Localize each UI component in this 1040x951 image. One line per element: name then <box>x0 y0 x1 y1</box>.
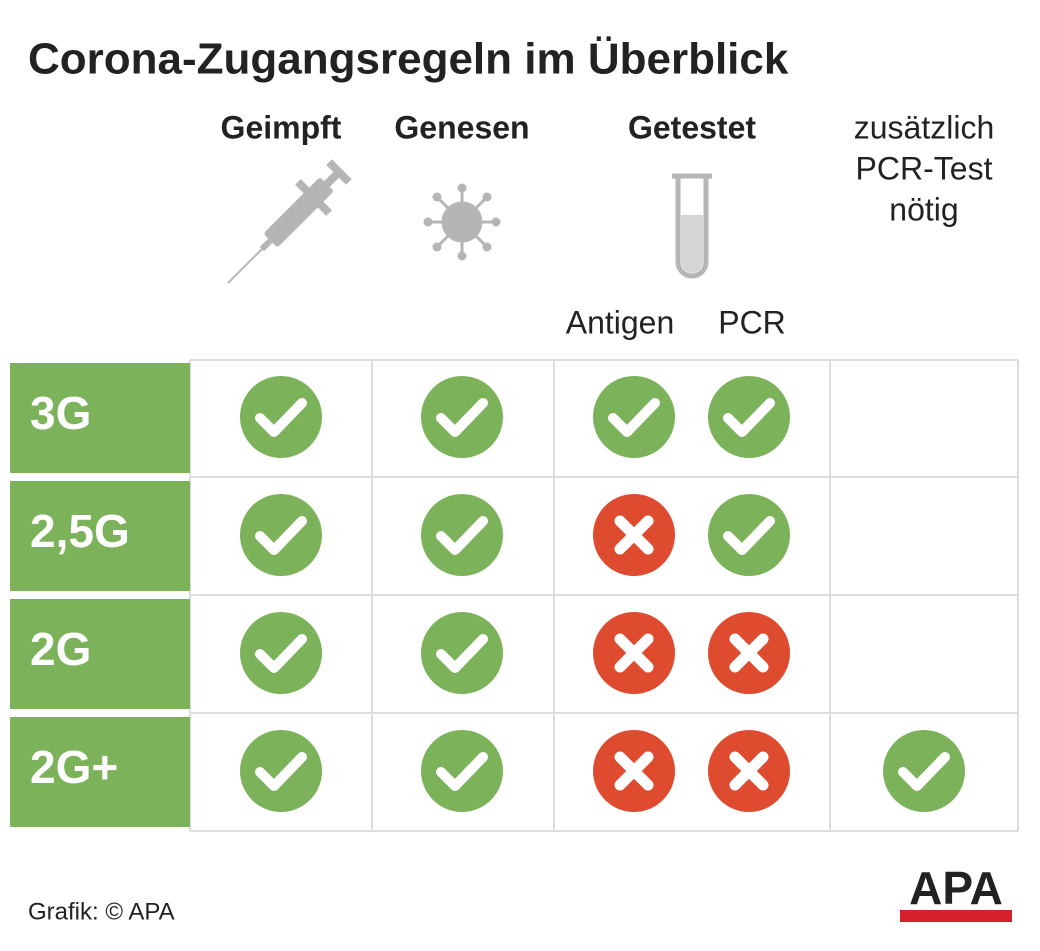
check <box>436 634 488 673</box>
check-icon <box>883 730 965 812</box>
cross <box>729 633 769 673</box>
check-icon <box>593 376 675 458</box>
cross <box>614 515 654 555</box>
check-icon <box>421 376 503 458</box>
check <box>255 634 307 673</box>
syringe-icon <box>227 159 352 284</box>
row-label: 2G <box>30 623 91 675</box>
tube-icon <box>672 173 712 279</box>
cross-icon <box>708 730 790 812</box>
virus-icon <box>423 183 501 261</box>
row-label: 3G <box>30 387 91 439</box>
cross-icon <box>708 612 790 694</box>
check-icon <box>240 612 322 694</box>
icon-circle <box>240 612 322 694</box>
check-icon <box>240 494 322 576</box>
sub-header: PCR <box>718 304 786 340</box>
check <box>723 398 775 437</box>
row-label-bg <box>10 363 190 473</box>
title: Corona-Zugangsregeln im Überblick <box>28 35 789 84</box>
sub-header: Antigen <box>566 304 675 340</box>
row-label: 2,5G <box>30 505 130 557</box>
cross-icon <box>593 494 675 576</box>
icon-circle <box>421 730 503 812</box>
check-icon <box>421 730 503 812</box>
icon-circle <box>421 612 503 694</box>
row-label: 2G+ <box>30 741 118 793</box>
icon-circle <box>240 730 322 812</box>
check-icon <box>240 730 322 812</box>
icon-circle <box>240 376 322 458</box>
icon-circle <box>708 494 790 576</box>
column-header: zusätzlich <box>854 109 995 145</box>
icon-circle <box>593 376 675 458</box>
icon-circle <box>421 494 503 576</box>
icon-circle <box>708 376 790 458</box>
check-icon <box>708 494 790 576</box>
row-label-bg <box>10 599 190 709</box>
cross-icon <box>593 730 675 812</box>
logo: APA <box>900 862 1012 922</box>
check <box>255 398 307 437</box>
check <box>436 398 488 437</box>
row-label-bg <box>10 717 190 827</box>
check <box>255 752 307 791</box>
cross <box>729 751 769 791</box>
column-header: Genesen <box>394 109 529 145</box>
check <box>436 516 488 555</box>
icon-circle <box>240 494 322 576</box>
icon-circle <box>421 376 503 458</box>
column-header: nötig <box>889 191 958 227</box>
column-header: Getestet <box>628 109 756 145</box>
check <box>898 752 950 791</box>
cross-icon <box>593 612 675 694</box>
logo-bar <box>900 910 1012 922</box>
check <box>608 398 660 437</box>
check-icon <box>708 376 790 458</box>
footer: Grafik: © APA <box>28 898 175 925</box>
icon-circle <box>883 730 965 812</box>
cross <box>614 633 654 673</box>
check <box>436 752 488 791</box>
check-icon <box>240 376 322 458</box>
logo-text: APA <box>909 862 1003 914</box>
row-label-bg <box>10 481 190 591</box>
check-icon <box>421 612 503 694</box>
column-header: Geimpft <box>221 109 342 145</box>
cross <box>614 751 654 791</box>
check <box>255 516 307 555</box>
column-header: PCR-Test <box>856 150 993 186</box>
check-icon <box>421 494 503 576</box>
check <box>723 516 775 555</box>
